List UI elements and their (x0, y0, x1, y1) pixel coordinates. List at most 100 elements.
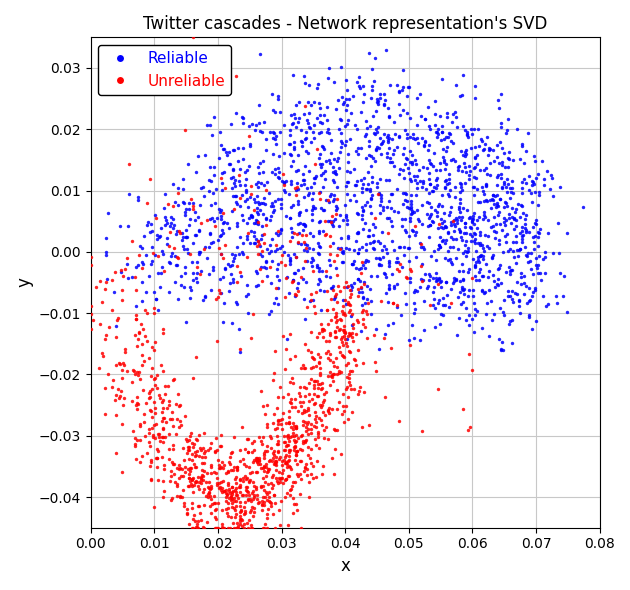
Unreliable (244, 477, 254, 486)
Reliable (142, 221, 152, 230)
Reliable (379, 100, 389, 110)
Reliable (540, 248, 550, 257)
Unreliable (340, 327, 350, 336)
Unreliable (252, 241, 262, 251)
Reliable (368, 112, 378, 121)
Reliable (456, 232, 466, 242)
Unreliable (323, 195, 333, 205)
Reliable (438, 157, 449, 166)
Unreliable (258, 492, 268, 502)
Unreliable (241, 483, 251, 492)
Unreliable (245, 476, 255, 485)
Reliable (464, 320, 474, 330)
Unreliable (179, 501, 189, 510)
Unreliable (195, 443, 205, 453)
Reliable (384, 284, 394, 294)
Unreliable (328, 361, 338, 371)
Reliable (331, 201, 341, 211)
Reliable (521, 251, 531, 260)
Y-axis label: y: y (15, 277, 33, 287)
Unreliable (139, 417, 149, 426)
Unreliable (174, 473, 184, 483)
Reliable (215, 231, 226, 241)
Unreliable (166, 407, 176, 417)
Reliable (479, 196, 489, 206)
Reliable (405, 217, 415, 226)
Reliable (491, 140, 501, 150)
Unreliable (244, 516, 254, 525)
Unreliable (353, 291, 363, 301)
Unreliable (212, 336, 222, 346)
Reliable (314, 266, 324, 276)
Unreliable (336, 410, 346, 419)
Reliable (481, 195, 491, 205)
Reliable (380, 329, 390, 339)
Reliable (238, 118, 248, 127)
Reliable (313, 248, 323, 258)
Reliable (264, 188, 274, 198)
Reliable (522, 251, 532, 261)
Reliable (297, 274, 307, 284)
Reliable (370, 129, 380, 139)
Reliable (159, 204, 169, 213)
Unreliable (334, 326, 344, 335)
Unreliable (176, 421, 186, 430)
Reliable (249, 228, 259, 237)
Reliable (375, 191, 386, 200)
Reliable (166, 212, 176, 221)
Reliable (496, 119, 506, 128)
Reliable (486, 203, 496, 212)
Unreliable (282, 431, 292, 441)
Reliable (302, 247, 312, 256)
Unreliable (227, 482, 237, 491)
Reliable (447, 259, 457, 268)
Unreliable (277, 424, 287, 434)
Reliable (251, 218, 261, 227)
Reliable (338, 99, 348, 108)
Reliable (497, 183, 507, 192)
Reliable (426, 209, 436, 219)
Reliable (289, 200, 299, 209)
Unreliable (287, 402, 297, 412)
Reliable (253, 237, 263, 246)
Unreliable (325, 250, 335, 259)
Reliable (137, 297, 147, 306)
Unreliable (328, 376, 338, 385)
Unreliable (190, 516, 200, 526)
Unreliable (341, 372, 352, 382)
Unreliable (158, 324, 168, 334)
Reliable (406, 176, 416, 186)
Reliable (459, 290, 469, 299)
Reliable (456, 179, 466, 189)
Reliable (178, 197, 188, 206)
Reliable (220, 264, 231, 274)
Reliable (312, 238, 323, 248)
Reliable (421, 209, 432, 218)
Unreliable (336, 315, 346, 324)
Reliable (513, 199, 524, 209)
Unreliable (321, 336, 331, 346)
Unreliable (292, 446, 302, 455)
Reliable (319, 145, 329, 154)
Reliable (280, 188, 290, 197)
Unreliable (405, 340, 415, 349)
Unreliable (321, 348, 331, 358)
Reliable (378, 253, 388, 262)
Unreliable (416, 261, 426, 270)
Reliable (372, 182, 382, 192)
Unreliable (188, 205, 198, 214)
Unreliable (260, 523, 270, 532)
Unreliable (283, 471, 293, 481)
Reliable (141, 287, 151, 297)
Reliable (306, 182, 316, 192)
Unreliable (197, 458, 207, 468)
Reliable (141, 250, 151, 260)
Unreliable (340, 296, 350, 305)
Reliable (491, 219, 501, 229)
Reliable (367, 237, 377, 247)
Reliable (437, 122, 447, 131)
Unreliable (336, 332, 346, 342)
Reliable (415, 176, 425, 186)
Unreliable (204, 489, 214, 498)
Unreliable (323, 346, 333, 355)
